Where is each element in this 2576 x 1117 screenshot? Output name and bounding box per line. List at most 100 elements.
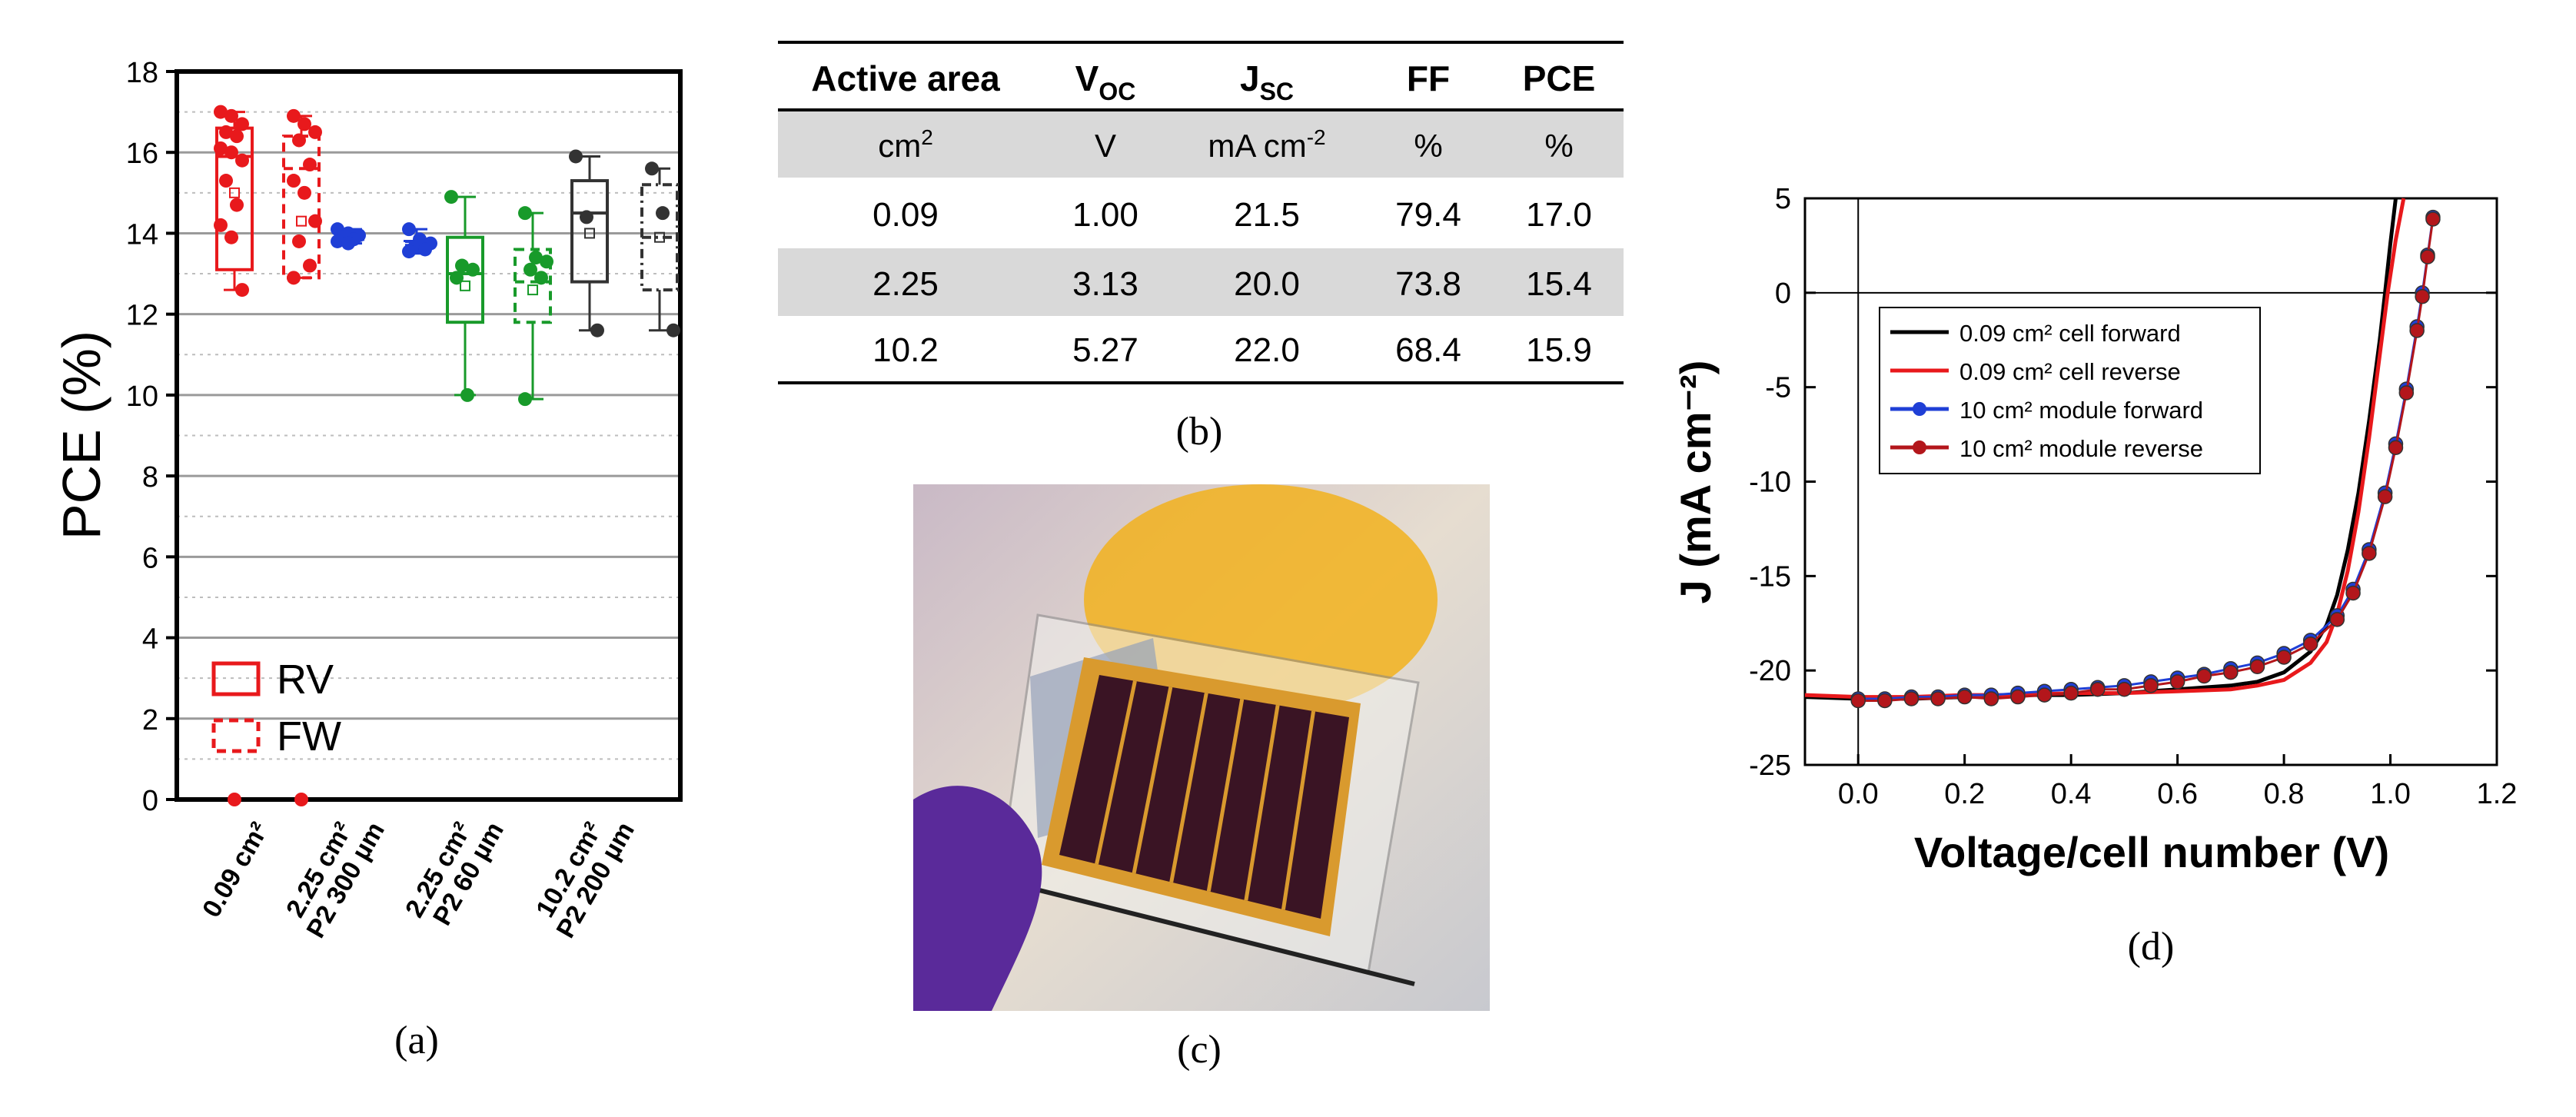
y-tick-label: 6	[142, 542, 158, 574]
data-point	[666, 323, 680, 337]
box-mean-marker	[229, 187, 240, 198]
panel-d-caption: (d)	[2128, 925, 2175, 969]
box-iqr	[282, 135, 321, 280]
table-cell: 5.27	[1072, 331, 1138, 369]
y-tick-label: 18	[126, 57, 158, 89]
data-point	[645, 161, 659, 176]
series-point	[2329, 612, 2345, 627]
table-unit-cell: mA cm-2	[1208, 125, 1325, 164]
data-point	[341, 236, 355, 251]
table-header-text: PCE	[1523, 58, 1596, 98]
x-tick-label: 1.0	[2370, 778, 2411, 810]
table-cell: 1.00	[1072, 196, 1138, 234]
series-point	[2010, 689, 2026, 705]
data-point	[534, 271, 548, 285]
box-mean-marker	[460, 280, 470, 291]
table-header-subscript: SC	[1260, 78, 1294, 105]
legend-swatch-marker	[1913, 402, 1926, 416]
table-unit-text: %	[1544, 128, 1573, 164]
y-tick-label: -10	[1749, 467, 1791, 499]
data-point	[224, 230, 238, 244]
data-point	[235, 283, 249, 298]
y-tick-label: -25	[1749, 750, 1791, 782]
table-cell: 20.0	[1234, 265, 1300, 303]
series-point	[2345, 585, 2361, 601]
table-cell: 2.25	[873, 265, 939, 303]
data-point	[460, 387, 474, 402]
box-fw-3	[402, 222, 437, 259]
table-cell: 68.4	[1395, 331, 1461, 369]
series-point	[2063, 685, 2079, 701]
series-point	[2362, 546, 2377, 561]
data-point	[297, 117, 311, 131]
table-unit-text: %	[1414, 128, 1442, 164]
table-header-subscript: OC	[1099, 78, 1135, 105]
table-header-cell: PCE	[1523, 58, 1596, 98]
box-plot-frame	[175, 69, 683, 802]
table-header-cell: Active area	[811, 58, 1000, 98]
box-iqr	[514, 248, 552, 324]
series-point	[2398, 385, 2415, 401]
scribe-line-icon	[1169, 693, 1208, 883]
box-plot-y-axis-label: PCE (%)	[52, 331, 111, 540]
y-tick-label: 14	[126, 218, 158, 251]
series-point	[1930, 691, 1946, 706]
gloved-hand-icon	[913, 786, 1042, 1011]
y-tick-label: -20	[1749, 655, 1791, 687]
legend-rv-label: RV	[277, 657, 334, 703]
table-cell: 15.4	[1526, 265, 1592, 303]
data-point	[303, 158, 317, 172]
box-fw-5	[514, 206, 553, 407]
data-point	[303, 258, 317, 273]
module-photo: (c)	[913, 484, 1490, 1072]
box-mean-marker	[654, 231, 665, 243]
legend-fw-swatch-icon	[211, 718, 261, 753]
x-tick-label: 0.8	[2264, 778, 2305, 810]
scribe-line-icon	[1281, 710, 1316, 910]
data-point	[219, 125, 233, 139]
table-header-cell: FF	[1407, 58, 1450, 98]
data-point	[224, 108, 238, 123]
series-point	[1983, 691, 1999, 706]
scribe-line-icon	[1095, 680, 1137, 865]
table-cell: 79.4	[1395, 196, 1461, 234]
series-point	[2116, 681, 2132, 697]
data-point	[287, 174, 301, 188]
box-rv-4	[444, 190, 484, 402]
jv-axis-ticks: 0.0 0.2 0.4 0.6 0.8 1.0 1.2 5 0 -5 -10 -15 -20 -25	[1749, 183, 2517, 810]
table-cell: 3.13	[1072, 265, 1138, 303]
series-point	[1903, 691, 1920, 706]
y-tick-label: 16	[126, 138, 158, 170]
y-tick-label: 10	[126, 381, 158, 413]
box-rv-2	[331, 222, 366, 251]
series-point	[1956, 689, 1973, 705]
box-rv-6	[569, 149, 609, 337]
box-fw-7	[640, 161, 680, 337]
data-point	[466, 262, 480, 277]
legend-entry-label: 0.09 cm² cell forward	[1959, 320, 2181, 347]
series-point	[1877, 693, 1893, 709]
box-iqr	[570, 179, 609, 284]
table-unit-superscript: 2	[921, 125, 933, 149]
table-header-text: Active area	[811, 58, 1000, 98]
data-point	[518, 206, 532, 221]
box-rv-0	[214, 105, 254, 298]
data-point	[331, 234, 344, 248]
data-point	[214, 141, 228, 155]
table-unit-text: cm	[878, 128, 921, 164]
jv-curve-panel: 0.0 0.2 0.4 0.6 0.8 1.0 1.2 5 0 -5 -10 -15 -20 -25 Vo…	[1671, 183, 2517, 969]
data-point	[450, 271, 464, 285]
data-point	[590, 323, 604, 337]
scribe-line-icon	[1206, 699, 1245, 892]
jv-series	[1804, 198, 2441, 709]
table-header-cell: JSC	[1240, 58, 1294, 105]
series-point	[2425, 211, 2441, 227]
legend-entry-label: 0.09 cm² cell reverse	[1959, 358, 2181, 385]
data-point	[235, 153, 249, 168]
jv-x-axis-label: Voltage/cell number (V)	[1914, 828, 2389, 876]
series-point	[2169, 674, 2185, 690]
x-tick-label: 0.4	[2051, 778, 2092, 810]
table-unit-cell: %	[1414, 128, 1442, 164]
data-point	[292, 133, 306, 148]
